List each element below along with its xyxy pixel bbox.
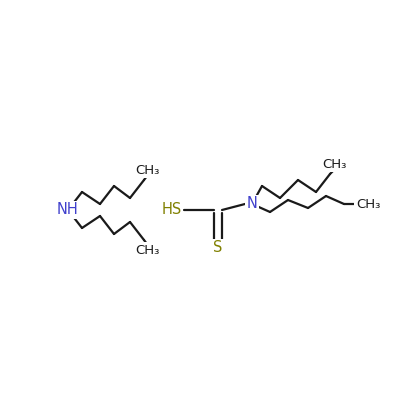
Text: CH₃: CH₃ [135, 244, 159, 256]
Text: S: S [213, 240, 223, 256]
Text: CH₃: CH₃ [356, 198, 380, 210]
Text: NH: NH [57, 202, 79, 218]
Text: CH₃: CH₃ [135, 164, 159, 176]
Text: N: N [246, 196, 258, 212]
Text: HS: HS [162, 202, 182, 218]
Text: CH₃: CH₃ [322, 158, 346, 170]
